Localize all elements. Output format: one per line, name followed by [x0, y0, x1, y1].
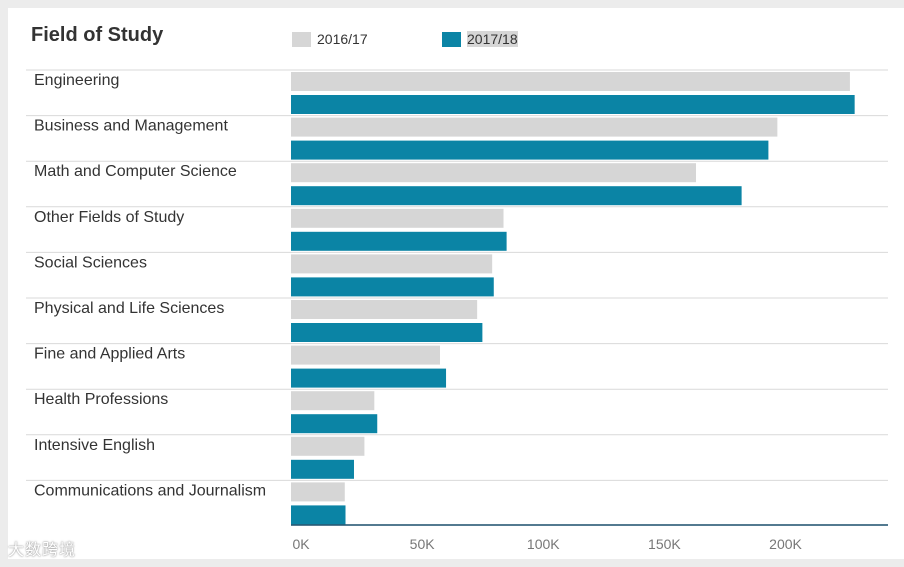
x-tick-label: 100K	[527, 536, 560, 552]
bar-2016-17-other-fields-of-study[interactable]	[291, 208, 504, 228]
bar-2017-18-fine-and-applied-arts[interactable]	[291, 368, 447, 388]
x-tick-label: 150K	[648, 536, 681, 552]
bar-2017-18-social-sciences[interactable]	[291, 277, 494, 297]
category-label: Math and Computer Science	[34, 163, 237, 180]
category-label: Communications and Journalism	[34, 482, 266, 499]
legend-label-2016-17: 2016/17	[317, 31, 368, 47]
category-label: Social Sciences	[34, 254, 147, 271]
bar-2017-18-other-fields-of-study[interactable]	[291, 231, 507, 251]
bar-2016-17-intensive-english[interactable]	[291, 436, 365, 456]
chart-title: Field of Study	[31, 24, 164, 46]
bar-2017-18-physical-and-life-sciences[interactable]	[291, 323, 483, 342]
bar-2016-17-math-and-computer-science[interactable]	[291, 163, 697, 183]
bar-2017-18-engineering[interactable]	[291, 95, 855, 114]
bar-2016-17-engineering[interactable]	[291, 72, 850, 91]
bar-2017-18-business-and-management[interactable]	[291, 140, 769, 160]
watermark: 大数跨境	[8, 542, 77, 559]
category-label: Other Fields of Study	[34, 209, 184, 226]
bar-2016-17-physical-and-life-sciences[interactable]	[291, 300, 478, 319]
category-label: Physical and Life Sciences	[34, 300, 224, 317]
x-tick-label: 200K	[769, 536, 802, 552]
legend-swatch-2017-18	[442, 31, 461, 47]
bar-2016-17-communications-and-journalism[interactable]	[291, 482, 345, 502]
category-label: Business and Management	[34, 118, 228, 135]
bar-2017-18-communications-and-journalism[interactable]	[291, 505, 346, 525]
legend-item-2017-18[interactable]: 2017/18	[442, 30, 518, 48]
x-tick-label: 50K	[410, 536, 436, 552]
bar-2016-17-social-sciences[interactable]	[291, 254, 493, 274]
bar-2017-18-health-professions[interactable]	[291, 414, 378, 434]
bar-2016-17-business-and-management[interactable]	[291, 117, 778, 137]
category-label: Engineering	[34, 72, 119, 89]
legend-item-2016-17[interactable]: 2016/17	[292, 30, 368, 48]
bar-2017-18-intensive-english[interactable]	[291, 459, 354, 479]
legend-label-2017-18: 2017/18	[467, 31, 518, 47]
bar-2016-17-health-professions[interactable]	[291, 391, 375, 411]
category-label: Fine and Applied Arts	[34, 346, 185, 363]
category-label: Intensive English	[34, 437, 155, 454]
category-label: Health Professions	[34, 391, 168, 408]
legend-swatch-2016-17	[292, 31, 311, 47]
x-tick-label: 0K	[292, 536, 310, 552]
bar-2017-18-math-and-computer-science[interactable]	[291, 186, 742, 206]
bar-2016-17-fine-and-applied-arts[interactable]	[291, 345, 441, 365]
